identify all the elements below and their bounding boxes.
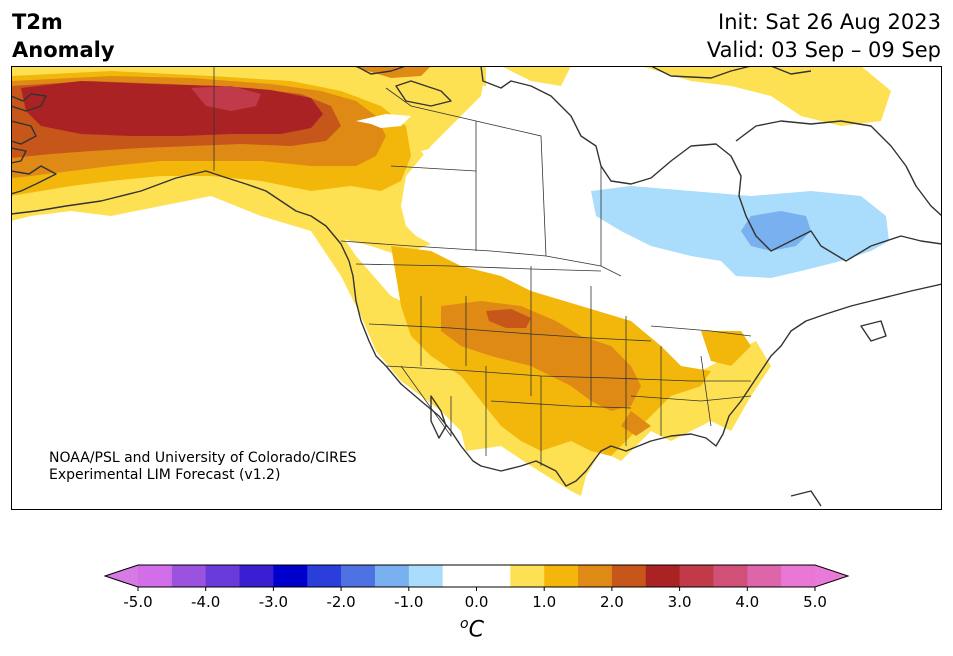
map-frame [11, 66, 942, 510]
credit-line2: Experimental LIM Forecast (v1.2) [49, 467, 281, 483]
colorbar-segment [645, 565, 681, 587]
valid-date: Valid: 03 Sep – 09 Sep [706, 38, 941, 62]
credit-line1: NOAA/PSL and University of Colorado/CIRE… [49, 450, 357, 466]
colorbar-unit: oC [460, 616, 484, 642]
colorbar-tick-label: 5.0 [803, 593, 827, 611]
colorbar-segment [747, 565, 782, 587]
unit-degree: o [460, 616, 469, 632]
colorbar-segment [273, 565, 308, 587]
title-variable-line1: T2m [12, 10, 63, 34]
political-borders [213, 66, 752, 466]
colorbar-segment [510, 565, 545, 587]
colorbar-tick-label: -2.0 [326, 593, 355, 611]
colorbar-segment [679, 565, 714, 587]
colorbar-tick-label: 3.0 [668, 593, 692, 611]
colorbar-segment [611, 565, 647, 587]
colorbar-segment [138, 565, 173, 587]
colorbar-tick-label: -1.0 [394, 593, 423, 611]
coastlines [11, 66, 942, 507]
colorbar-segment [341, 565, 376, 587]
init-date: Init: Sat 26 Aug 2023 [718, 10, 941, 34]
colorbar-tick-label: -4.0 [191, 593, 220, 611]
colorbar-under-triangle [105, 565, 138, 587]
colorbar-segment [578, 565, 613, 587]
colorbar-segment [781, 565, 816, 587]
colorbar-tick-label: -3.0 [259, 593, 288, 611]
colorbar-segment [205, 565, 241, 587]
anomaly-layer-3-0 [191, 86, 261, 111]
colorbar-segment [476, 565, 511, 587]
colorbar: -5.0 -4.0 -3.0 -2.0 -1.0 0.0 1.0 2.0 3.0 4.0 5.0 [103, 564, 850, 611]
unit-celsius: C [468, 617, 484, 643]
colorbar-segment [442, 565, 477, 587]
colorbar-tick-label: 1.0 [532, 593, 556, 611]
colorbar-segment [713, 565, 748, 587]
colorbar-segment [239, 565, 274, 587]
forecast-dates: Init: Sat 26 Aug 2023 Valid: 03 Sep – 09… [707, 8, 941, 64]
colorbar-segment [408, 565, 444, 587]
colorbar-segments [138, 565, 816, 587]
lake-patches [356, 114, 456, 158]
colorbar-ticks: -5.0 -4.0 -3.0 -2.0 -1.0 0.0 1.0 2.0 3.0 4.0 5.0 [123, 587, 827, 611]
colorbar-tick-label: -5.0 [123, 593, 152, 611]
cool-anomaly [591, 186, 889, 278]
colorbar-tick-label: 4.0 [735, 593, 759, 611]
credit-text: NOAA/PSL and University of Colorado/CIRE… [49, 450, 357, 484]
colorbar-segment [307, 565, 342, 587]
colorbar-segment [374, 565, 410, 587]
colorbar-segment [171, 565, 207, 587]
colorbar-over-triangle [815, 565, 848, 587]
map-title: T2m Anomaly [12, 8, 115, 64]
colorbar-tick-label: 2.0 [600, 593, 624, 611]
title-variable-line2: Anomaly [12, 38, 115, 62]
anomaly-map [11, 66, 942, 510]
colorbar-segment [544, 565, 579, 587]
colorbar-tick-label: 0.0 [465, 593, 489, 611]
